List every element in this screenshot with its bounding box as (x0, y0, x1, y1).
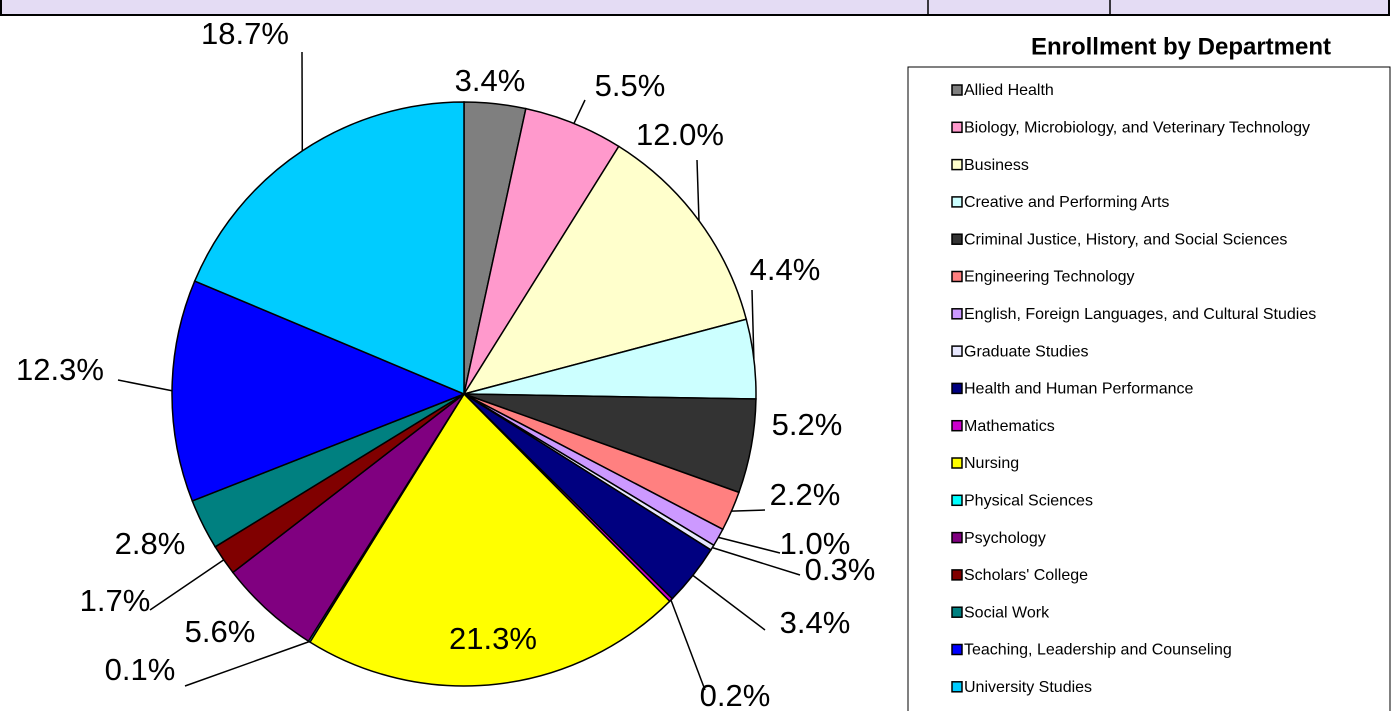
legend-label: Creative and Performing Arts (964, 194, 1169, 211)
pie-slice (462, 145, 748, 396)
data-label: 0.1% (105, 652, 176, 687)
data-label: 0.2% (700, 678, 771, 711)
legend-label: Scholars' College (964, 567, 1088, 584)
leader-line (731, 509, 766, 512)
legend-label: Teaching, Leadership and Counseling (964, 642, 1232, 659)
legend-swatch (951, 606, 963, 618)
leader-line (117, 379, 173, 392)
legend-swatch (951, 419, 963, 432)
legend-swatch (951, 643, 963, 656)
leader-line (670, 599, 706, 691)
pie-slice (171, 280, 466, 502)
legend-label: Business (964, 157, 1029, 174)
legend-label: Physical Sciences (964, 493, 1093, 510)
legend-swatch (951, 531, 963, 544)
leader-line (712, 546, 801, 576)
data-label: 2.8% (115, 526, 186, 561)
legend-label: Nursing (964, 455, 1019, 472)
leader-line (149, 559, 225, 611)
legend-swatch (951, 382, 963, 395)
legend-box (907, 66, 1391, 711)
data-label: 5.5% (595, 68, 666, 103)
legend-swatch (951, 84, 963, 96)
data-label: 1.7% (80, 583, 151, 618)
leader-line (184, 640, 310, 687)
legend-swatch (951, 196, 963, 208)
data-label: 21.3% (449, 621, 537, 656)
leader-line (751, 289, 755, 359)
data-label: 3.4% (455, 63, 526, 98)
data-label: 2.2% (770, 477, 841, 512)
legend-label: Graduate Studies (964, 343, 1089, 360)
data-label: 12.3% (16, 352, 104, 387)
pie-slice (308, 392, 671, 687)
leader-line (718, 536, 781, 554)
data-label: 18.7% (201, 16, 289, 51)
leader-line (692, 574, 766, 631)
chart-title: Enrollment by Department (1031, 33, 1331, 60)
legend-swatch (951, 494, 963, 507)
data-label: 12.0% (636, 117, 724, 152)
legend-swatch (951, 233, 963, 245)
legend-swatch (951, 270, 963, 283)
legend-label: Engineering Technology (964, 269, 1135, 286)
pie-slice (193, 101, 465, 396)
data-label: 5.2% (772, 407, 843, 442)
top-strip (0, 0, 1390, 16)
legend-swatch (951, 345, 963, 357)
legend-label: English, Foreign Languages, and Cultural… (964, 306, 1316, 323)
legend-swatch (951, 308, 963, 320)
legend-label: Health and Human Performance (964, 381, 1194, 398)
legend-label: University Studies (964, 679, 1092, 696)
data-label: 1.0% (780, 526, 851, 561)
leader-line (573, 99, 586, 124)
data-label: 0.3% (805, 552, 876, 587)
legend-label: Social Work (964, 604, 1050, 621)
legend-swatch (951, 569, 963, 581)
leader-line (696, 159, 700, 221)
legend-label: Psychology (964, 530, 1046, 547)
legend-label: Mathematics (964, 418, 1055, 435)
legend-label: Biology, Microbiology, and Veterinary Te… (964, 120, 1310, 137)
legend-label: Criminal Justice, History, and Social Sc… (964, 231, 1287, 248)
legend-swatch (951, 158, 963, 171)
legend-swatch (951, 457, 963, 469)
legend-label: Allied Health (964, 82, 1054, 99)
data-label: 4.4% (750, 252, 821, 287)
data-label: 5.6% (185, 614, 256, 649)
legend-swatch (951, 681, 963, 693)
data-label: 3.4% (780, 605, 851, 640)
legend-swatch (951, 121, 963, 134)
